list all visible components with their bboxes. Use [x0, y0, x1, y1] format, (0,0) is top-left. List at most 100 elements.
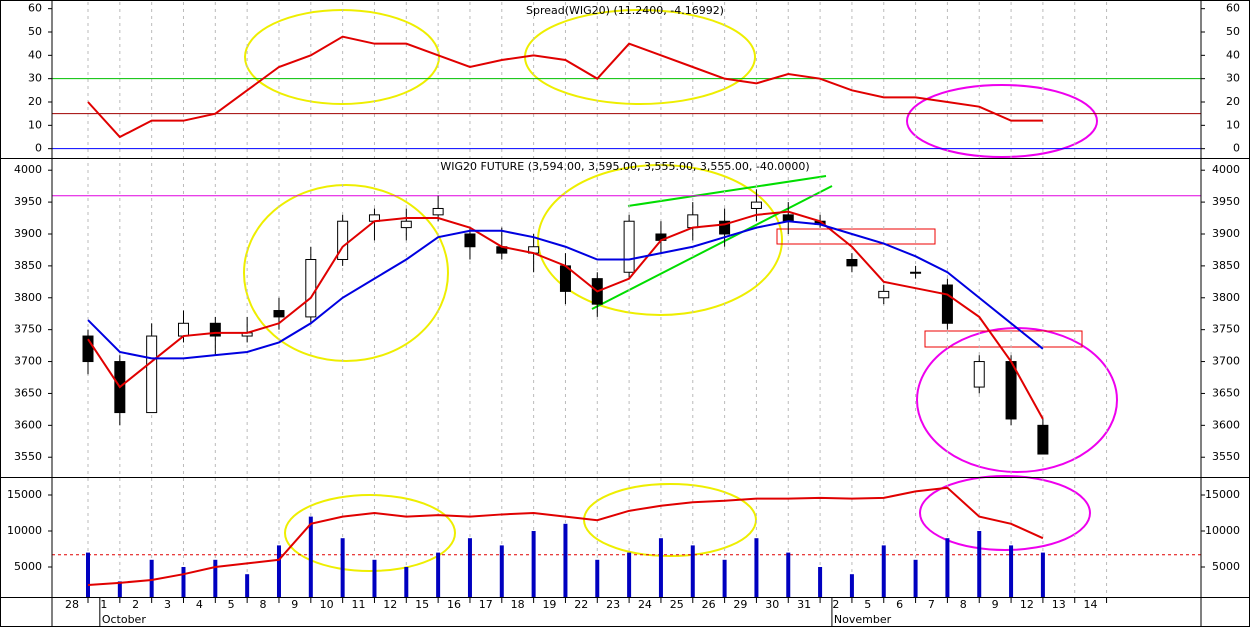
bar — [308, 516, 313, 597]
y-tick-label: 3700 — [14, 355, 42, 368]
x-tick-label: 17 — [479, 598, 493, 611]
x-tick-label: 14 — [1084, 598, 1098, 611]
bar — [595, 559, 600, 597]
x-tick-label: 12 — [1020, 598, 1034, 611]
candle-body — [337, 220, 349, 261]
y-tick-label: 50 — [1226, 25, 1240, 38]
bar — [658, 538, 663, 597]
y-tick-label: 3950 — [14, 195, 42, 208]
bar — [181, 566, 186, 597]
bar — [340, 538, 345, 597]
bar — [849, 574, 854, 597]
y-tick-label: 3800 — [14, 291, 42, 304]
x-tick-label: 3 — [164, 598, 171, 611]
panel-title: Spread(WIG20) (11.2400, -4.16992) — [526, 4, 724, 17]
x-tick-label: 9 — [291, 598, 298, 611]
y-tick-label: 3650 — [1212, 386, 1240, 399]
x-tick-label: 19 — [542, 598, 556, 611]
y-tick-label: 4000 — [1212, 163, 1240, 176]
y-tick-label: 15000 — [1205, 488, 1240, 501]
bar — [818, 566, 823, 597]
x-tick-label: 16 — [447, 598, 461, 611]
candle-body — [146, 335, 158, 414]
y-tick-label: 3750 — [14, 323, 42, 336]
y-tick-label: 10000 — [7, 524, 42, 537]
panel-title: WIG20 FUTURE (3,594.00, 3,595.00, 3,555.… — [440, 160, 809, 173]
annotation — [284, 494, 456, 572]
x-tick-label: 31 — [797, 598, 811, 611]
y-tick-label: 15000 — [7, 488, 42, 501]
x-tick-label: 26 — [702, 598, 716, 611]
y-tick-label: 3850 — [1212, 259, 1240, 272]
candle-body — [1037, 424, 1049, 455]
bar — [245, 574, 250, 597]
y-tick-label: 3900 — [14, 227, 42, 240]
annotation — [244, 9, 440, 105]
y-tick-label: 0 — [35, 142, 42, 155]
x-tick-label: 22 — [574, 598, 588, 611]
x-tick-label: 9 — [992, 598, 999, 611]
bar — [881, 545, 886, 597]
annotation — [919, 475, 1091, 551]
x-tick-label: 28 — [65, 598, 79, 611]
bar — [690, 545, 695, 597]
bar — [499, 545, 504, 597]
annotation — [924, 330, 1083, 348]
x-tick-label: 1 — [100, 598, 107, 611]
candle-body — [846, 259, 858, 267]
y-tick-label: 10 — [1226, 118, 1240, 131]
bar — [786, 552, 791, 597]
y-tick-label: 3850 — [14, 259, 42, 272]
y-tick-label: 5000 — [14, 560, 42, 573]
x-tick-label: 30 — [765, 598, 779, 611]
trend-line — [591, 185, 833, 310]
candle-body — [305, 259, 317, 318]
x-tick-label: 11 — [351, 598, 365, 611]
x-tick-label: 5 — [864, 598, 871, 611]
bar — [1040, 552, 1045, 597]
y-tick-label: 3900 — [1212, 227, 1240, 240]
y-tick-label: 3800 — [1212, 291, 1240, 304]
bar — [977, 530, 982, 597]
series-line — [87, 35, 1043, 139]
bar — [372, 559, 377, 597]
y-tick-label: 60 — [1226, 2, 1240, 15]
y-tick-label: 40 — [28, 48, 42, 61]
candle-body — [209, 322, 221, 337]
annotation — [243, 184, 449, 362]
x-tick-label: 8 — [960, 598, 967, 611]
bar — [436, 552, 441, 597]
x-tick-label: 5 — [228, 598, 235, 611]
x-tick-label: 2 — [832, 598, 839, 611]
x-tick-label: 4 — [196, 598, 203, 611]
annotation — [906, 84, 1098, 158]
candle-body — [82, 335, 94, 363]
y-tick-label: 50 — [28, 25, 42, 38]
x-tick-label: 18 — [511, 598, 525, 611]
y-tick-label: 3950 — [1212, 195, 1240, 208]
x-tick-label: 7 — [928, 598, 935, 611]
candle-body — [687, 214, 699, 229]
y-tick-label: 10000 — [1205, 524, 1240, 537]
bar — [117, 581, 122, 597]
annotation — [776, 228, 936, 245]
y-tick-label: 10 — [28, 118, 42, 131]
y-tick-label: 3550 — [14, 450, 42, 463]
candle-body — [1005, 361, 1017, 420]
candle-body — [973, 361, 985, 388]
bar — [627, 552, 632, 597]
y-tick-label: 20 — [28, 95, 42, 108]
bar — [467, 538, 472, 597]
bar — [404, 566, 409, 597]
y-tick-label: 20 — [1226, 95, 1240, 108]
candle-body — [623, 220, 635, 273]
x-tick-label: 25 — [670, 598, 684, 611]
y-tick-label: 30 — [28, 72, 42, 85]
month-label: November — [834, 613, 892, 626]
y-tick-label: 5000 — [1212, 560, 1240, 573]
month-label: October — [102, 613, 146, 626]
y-tick-label: 3550 — [1212, 450, 1240, 463]
x-tick-label: 2 — [132, 598, 139, 611]
